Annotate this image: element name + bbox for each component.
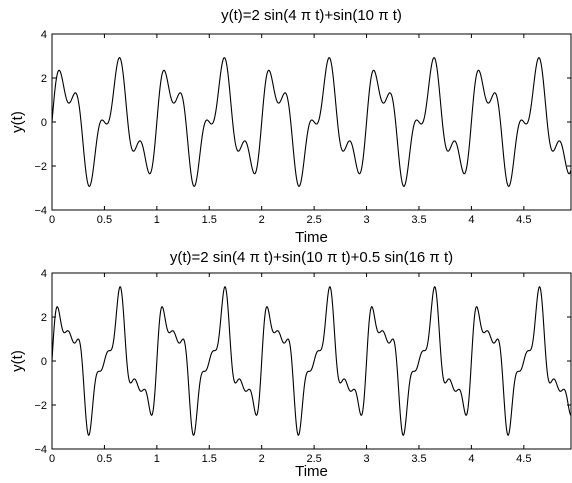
- x-tick-label: 4.5: [516, 453, 531, 465]
- x-tick-label: 3.5: [411, 214, 426, 226]
- x-tick-label: 1.5: [202, 453, 217, 465]
- x-tick-label: 0.5: [97, 214, 112, 226]
- x-tick-label: 1: [154, 453, 160, 465]
- series-line: [51, 57, 572, 187]
- plot-area: [51, 33, 572, 211]
- y-axis: −4 −2 0 2 4: [34, 29, 571, 217]
- x-tick-label: 2.5: [306, 214, 321, 226]
- x-axis: 0 0.5 1 1.5 2 2.5 3 3.5 4 4.5: [49, 34, 531, 226]
- x-tick-label: 4.5: [516, 214, 531, 226]
- y-tick-label: 2: [41, 73, 47, 85]
- chart-title: y(t)=2 sin(4 π t)+sin(10 π t)+0.5 sin(16…: [170, 249, 453, 266]
- x-tick-label: 2.5: [306, 453, 321, 465]
- x-axis-label: Time: [295, 463, 328, 480]
- x-tick-label: 0.5: [97, 453, 112, 465]
- y-tick-label: 0: [41, 117, 47, 129]
- x-tick-label: 0: [49, 453, 55, 465]
- y-tick-label: −2: [34, 161, 47, 173]
- x-tick-label: 0: [49, 214, 55, 226]
- y-tick-label: 0: [41, 356, 47, 368]
- x-tick-label: 3: [363, 214, 369, 226]
- series-line: [51, 286, 572, 436]
- y-axis-label: y(t): [9, 350, 26, 372]
- x-tick-label: 1: [154, 214, 160, 226]
- subplot-bottom: y(t)=2 sin(4 π t)+sin(10 π t)+0.5 sin(16…: [9, 249, 572, 480]
- y-tick-label: −4: [34, 205, 47, 217]
- y-tick-label: 4: [41, 268, 47, 280]
- y-tick-label: −4: [34, 444, 47, 456]
- y-axis-label: y(t): [9, 111, 26, 133]
- x-tick-label: 1.5: [202, 214, 217, 226]
- plot-area: [51, 272, 572, 450]
- y-tick-label: 4: [41, 29, 47, 41]
- x-tick-label: 4: [468, 214, 474, 226]
- x-tick-label: 4: [468, 453, 474, 465]
- y-tick-label: −2: [34, 400, 47, 412]
- x-tick-label: 3.5: [411, 453, 426, 465]
- x-tick-label: 3: [363, 453, 369, 465]
- chart-title: y(t)=2 sin(4 π t)+sin(10 π t): [221, 7, 402, 24]
- x-tick-label: 2: [259, 453, 265, 465]
- subplot-top: y(t)=2 sin(4 π t)+sin(10 π t) 0 0.5 1 1.5 2 2…: [9, 7, 572, 246]
- x-tick-label: 2: [259, 214, 265, 226]
- y-axis: −4 −2 0 2 4: [34, 268, 571, 456]
- x-axis-label: Time: [295, 229, 328, 246]
- x-axis: 0 0.5 1 1.5 2 2.5 3 3.5 4 4.5: [49, 273, 531, 465]
- y-tick-label: 2: [41, 312, 47, 324]
